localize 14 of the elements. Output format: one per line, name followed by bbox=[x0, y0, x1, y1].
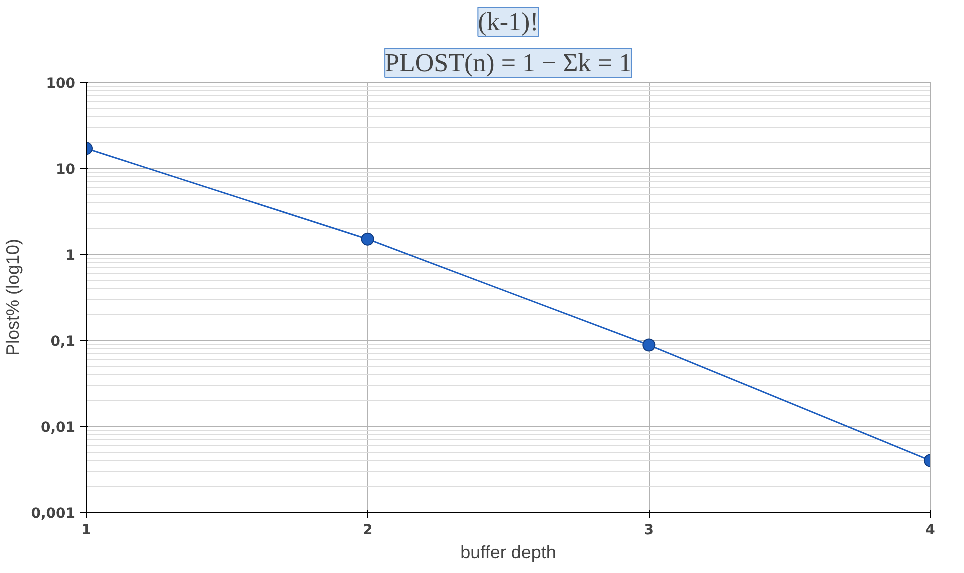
x-tick-label: 1 bbox=[82, 522, 92, 538]
text: PLOST(n) = 1 − Σk = 1 bbox=[385, 48, 632, 78]
y-tick-label: 0,1 bbox=[50, 334, 76, 350]
y-tick-label: 0,01 bbox=[40, 420, 76, 436]
y-tick-label: 1 bbox=[66, 248, 76, 264]
y-axis-title: Plost% (log10) bbox=[3, 238, 24, 356]
text: (k-1)! bbox=[478, 8, 539, 36]
y-tick-label: 10 bbox=[56, 162, 76, 178]
x-tick-label: 3 bbox=[644, 522, 654, 538]
x-tick-label: 2 bbox=[362, 522, 373, 538]
x-tick-label: 4 bbox=[926, 522, 936, 538]
y-tick-label: 0,001 bbox=[31, 506, 76, 522]
y-tick-label: 100 bbox=[46, 76, 76, 92]
x-axis-title: buffer depth bbox=[460, 542, 556, 562]
